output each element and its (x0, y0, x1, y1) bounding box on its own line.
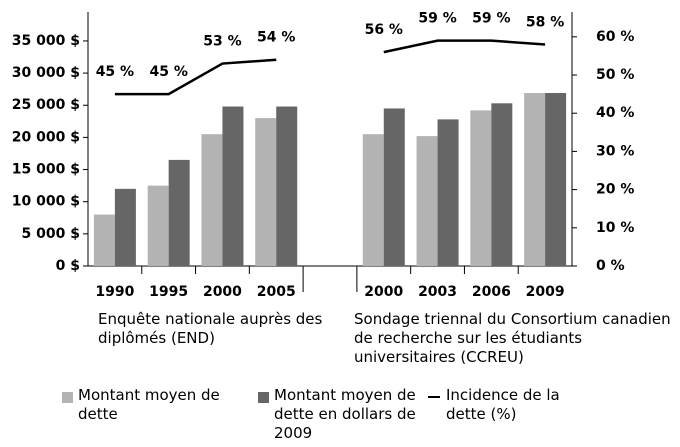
bar (491, 103, 513, 266)
line (114, 39, 546, 96)
y2-tick-label: 0 % (596, 258, 625, 274)
bar (222, 106, 244, 266)
data-label: 53 % (203, 34, 241, 50)
x-tick-label: 1990 (95, 284, 134, 300)
data-label: 59 % (472, 11, 510, 27)
x-tick-label: 1995 (149, 284, 188, 300)
data-label: 45 % (96, 64, 134, 80)
y-tick-label: 10 000 $ (12, 194, 80, 210)
y-tick-label: 25 000 $ (12, 97, 80, 113)
bar (545, 93, 567, 266)
y-tick-label: 15 000 $ (12, 162, 80, 178)
legend-swatch (428, 396, 440, 398)
x-tick-label: 2000 (364, 284, 403, 300)
y-tick-label: 5 000 $ (22, 226, 80, 242)
bar (168, 159, 190, 266)
legend-label: Montant moyen de dette (78, 386, 220, 423)
y2-tick-label: 30 % (596, 143, 634, 159)
data-label: 59 % (418, 11, 456, 27)
data-label: 58 % (526, 14, 564, 30)
y2-tick-label: 50 % (596, 67, 634, 83)
legend-label: Incidence de la dette (%) (446, 386, 560, 423)
y-tick-label: 0 $ (56, 258, 80, 274)
x-tick-label: 2000 (203, 284, 242, 300)
bar (114, 188, 136, 266)
bar (416, 136, 438, 266)
x-tick-label: 2009 (526, 284, 565, 300)
bar (362, 134, 384, 266)
bar (201, 134, 223, 266)
bar (93, 214, 115, 266)
group-label: Enquête nationale auprès des diplômés (E… (98, 310, 323, 347)
y-tick-label: 35 000 $ (12, 33, 80, 49)
x-tick-label: 2006 (472, 284, 511, 300)
bar (276, 106, 298, 266)
bar (383, 108, 405, 267)
bar (437, 119, 459, 266)
data-label: 54 % (257, 30, 295, 46)
y-tick-label: 30 000 $ (12, 65, 80, 81)
y-tick-label: 20 000 $ (12, 129, 80, 145)
y2-tick-label: 40 % (596, 105, 634, 121)
y2-tick-label: 60 % (596, 29, 634, 45)
x-tick-label: 2005 (257, 284, 296, 300)
data-label: 45 % (149, 64, 187, 80)
bar (524, 93, 546, 266)
y2-tick-label: 10 % (596, 220, 634, 236)
data-label: 56 % (365, 22, 403, 38)
x-tick-label: 2003 (418, 284, 457, 300)
group-label: Sondage triennal du Consortium canadien … (354, 310, 671, 366)
bar (470, 110, 492, 266)
bar (255, 118, 277, 267)
legend-swatch (258, 392, 269, 403)
legend-label: Montant moyen de dette en dollars de 200… (274, 386, 416, 442)
bar (147, 185, 169, 266)
y2-tick-label: 20 % (596, 182, 634, 198)
legend-swatch (62, 392, 73, 403)
